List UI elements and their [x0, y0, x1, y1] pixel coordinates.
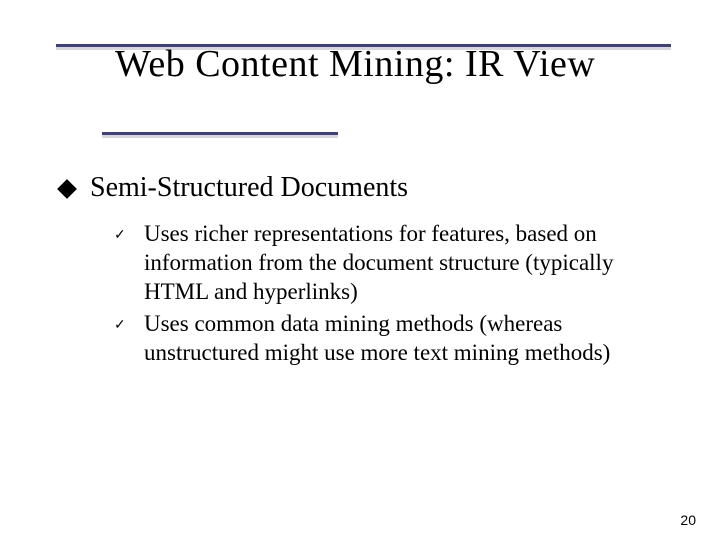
title-area: Web Content Mining: IR View: [115, 42, 680, 86]
sub-bullet-text: Uses common data mining methods (whereas…: [144, 310, 670, 368]
sub-bullet-text: Uses richer representations for features…: [144, 220, 670, 306]
check-icon: ✓: [114, 227, 126, 244]
slide-title: Web Content Mining: IR View: [115, 42, 680, 86]
bullet-row: Semi-Structured Documents: [60, 172, 670, 204]
sub-bullet-list: ✓ Uses richer representations for featur…: [114, 220, 670, 368]
check-icon: ✓: [114, 317, 126, 334]
sub-bullet-row: ✓ Uses common data mining methods (where…: [114, 310, 670, 368]
page-number: 20: [680, 512, 696, 528]
main-bullet-text: Semi-Structured Documents: [90, 172, 408, 204]
title-rule-bottom: [102, 132, 338, 135]
diamond-bullet-icon: [57, 179, 77, 199]
title-rule-bottom-shadow: [102, 135, 338, 138]
content-area: Semi-Structured Documents ✓ Uses richer …: [60, 172, 670, 372]
sub-bullet-row: ✓ Uses richer representations for featur…: [114, 220, 670, 306]
